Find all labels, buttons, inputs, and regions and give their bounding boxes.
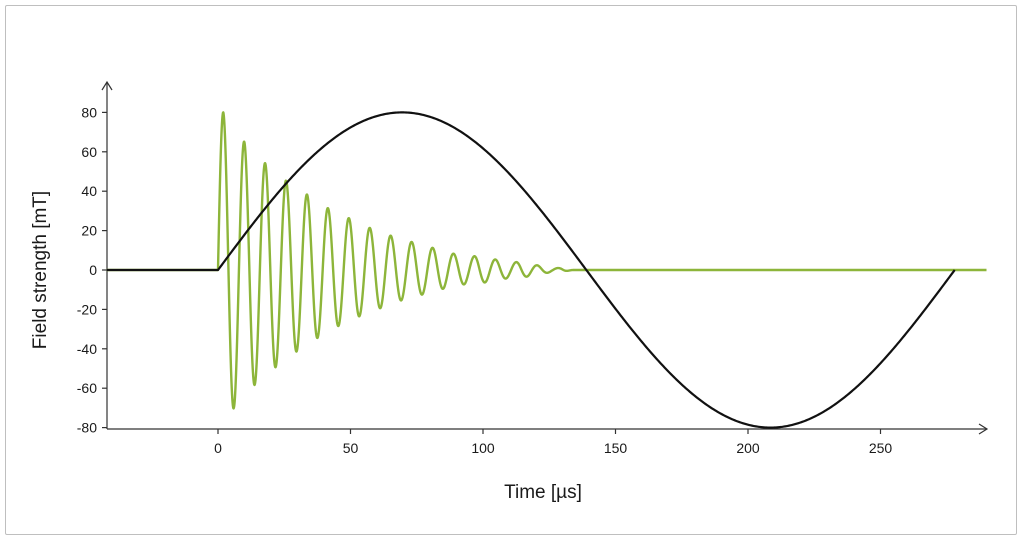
series-layer: [106, 111, 987, 429]
x-axis-title: Time [µs]: [504, 482, 582, 503]
x-tick-label: 100: [471, 440, 495, 456]
axes: [101, 80, 989, 435]
y-tick-label: -60: [77, 380, 97, 396]
y-axis-title: Field strength [mT]: [30, 191, 51, 349]
y-ticks: 80 60 40 20 0 -20 -40 -60 -80: [77, 104, 107, 436]
x-tick-label: 0: [214, 440, 222, 456]
x-ticks: 0 50 100 150 200 250: [214, 429, 892, 456]
x-tick-label: 50: [343, 440, 359, 456]
y-axis-arrow: [101, 80, 113, 91]
y-tick-label: -20: [77, 301, 97, 317]
x-axis-arrow: [978, 423, 989, 435]
x-tick-label: 250: [869, 440, 893, 456]
damped-series-line: [106, 111, 987, 410]
y-tick-label: 60: [81, 144, 97, 160]
y-tick-label: -80: [77, 420, 97, 436]
y-tick-label: -40: [77, 341, 97, 357]
y-tick-label: 80: [81, 104, 97, 120]
y-tick-label: 40: [81, 183, 97, 199]
y-tick-label: 0: [89, 262, 97, 278]
y-tick-label: 20: [81, 223, 97, 239]
x-tick-label: 150: [604, 440, 628, 456]
x-tick-label: 200: [736, 440, 760, 456]
sine-series-line: [106, 111, 956, 429]
